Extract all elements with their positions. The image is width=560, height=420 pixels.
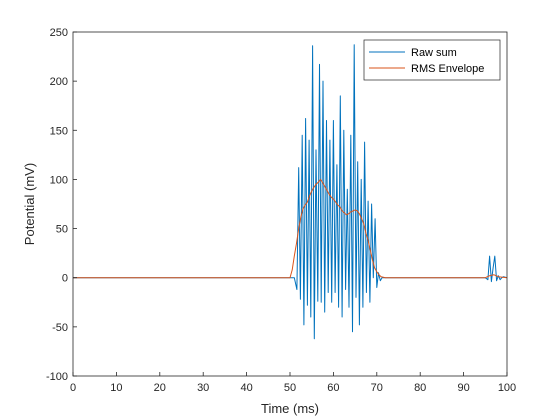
x-tick-label: 70 [371,382,383,394]
x-tick-label: 10 [110,382,122,394]
x-axis-label: Time (ms) [261,401,319,416]
y-tick-label: 150 [50,125,68,137]
y-tick-label: 200 [50,76,68,88]
x-tick-label: 20 [154,382,166,394]
x-tick-label: 30 [197,382,209,394]
legend-box [363,39,501,81]
series-line-rms-envelope [73,178,508,279]
x-tick-label: 50 [284,382,296,394]
legend-label-raw-sum: Raw sum [411,47,457,59]
tick-layer: 0 10 20 30 40 50 60 70 80 90 100 -100 -50 0 50 100 150 20… [46,27,516,394]
plot-area [73,32,507,376]
y-axis-label: Potential (mV) [22,163,37,245]
y-tick-label: -50 [52,322,68,334]
y-tick-label: 250 [50,27,68,39]
y-tick-label: -100 [46,371,68,383]
x-tick-label: 80 [414,382,426,394]
x-tick-label: 100 [498,382,516,394]
x-tick-label: 40 [240,382,252,394]
y-tick-label: 50 [56,224,68,236]
series-layer [73,44,508,340]
legend-label-rms-envelope: RMS Envelope [411,63,484,75]
legend: Raw sum RMS Envelope [363,39,501,81]
y-tick-label: 100 [50,174,68,186]
x-tick-label: 0 [70,382,76,394]
y-tick-label: 0 [62,273,68,285]
x-tick-label: 90 [457,382,469,394]
x-tick-label: 60 [327,382,339,394]
